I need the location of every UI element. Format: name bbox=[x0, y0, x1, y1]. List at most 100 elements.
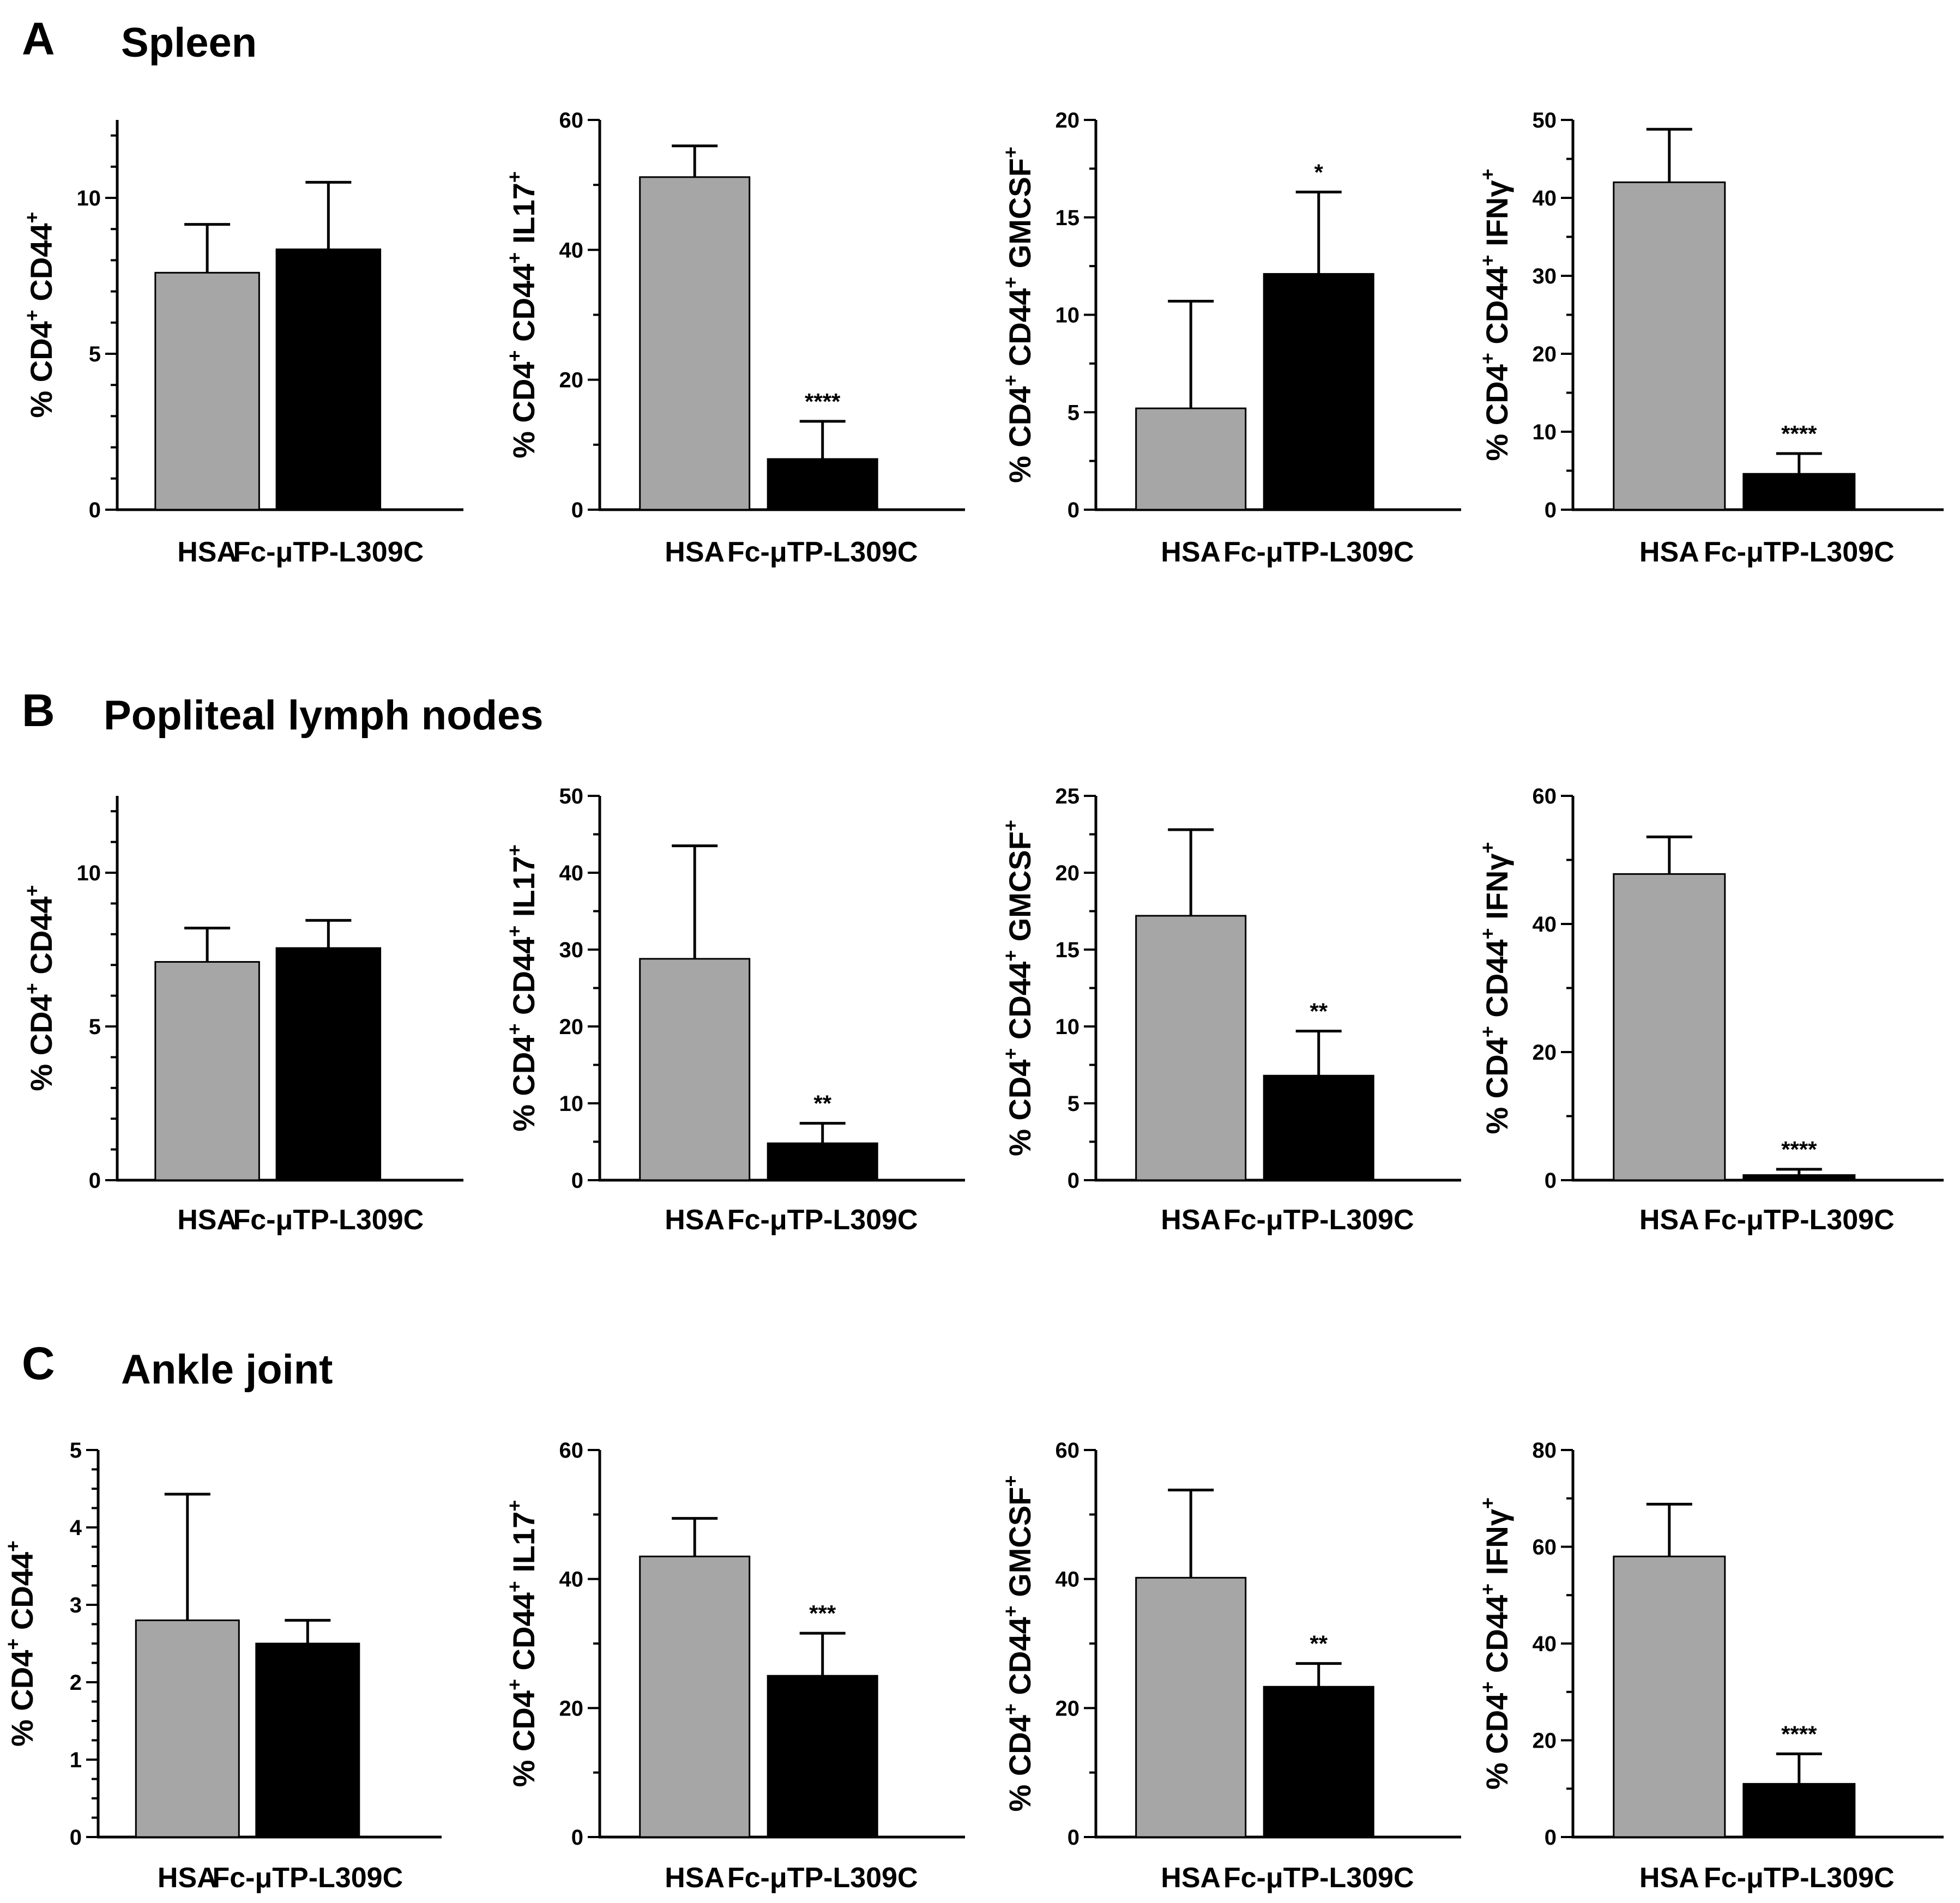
y-tick-label: 0 bbox=[1545, 1826, 1557, 1850]
y-tick-label: 20 bbox=[1533, 1729, 1557, 1753]
y-tick-label: 2 bbox=[70, 1671, 82, 1695]
y-tick-label: 50 bbox=[559, 784, 584, 808]
x-category-label: Fc-μTP-L309C bbox=[727, 1862, 918, 1894]
y-tick-label: 0 bbox=[571, 1169, 583, 1193]
x-category-label: HSA bbox=[177, 536, 237, 568]
y-axis-label: % CD4+ CD44+ bbox=[21, 212, 58, 418]
y-tick-label: 20 bbox=[559, 1696, 584, 1720]
bar-hsa bbox=[154, 271, 260, 511]
panel-c-letter: C bbox=[22, 1338, 55, 1389]
x-category-label: HSA bbox=[1639, 1862, 1699, 1894]
y-tick-label: 0 bbox=[1545, 498, 1557, 522]
x-category-label: Fc-μTP-L309C bbox=[212, 1862, 403, 1894]
y-tick-label: 15 bbox=[1056, 938, 1080, 962]
y-tick-label: 5 bbox=[89, 1015, 101, 1039]
y-tick-label: 0 bbox=[89, 498, 101, 522]
bar-fc-utp-l309c bbox=[1742, 473, 1856, 511]
y-tick-label: 20 bbox=[1056, 108, 1080, 132]
bar-fc-utp-l309c bbox=[1263, 1074, 1374, 1181]
y-axis-label: % CD4+ CD44+ IL17+ bbox=[503, 844, 541, 1132]
x-category-label: HSA bbox=[177, 1204, 237, 1236]
chart-ankle-ifng: 0 20 40 60 80 HSA **** Fc-μTP-L309C % CD4+ CD44+… bbox=[1476, 1439, 1944, 1894]
chart-popliteal-il17: 0 10 20 30 40 50 HSA ** Fc-μTP-L309C % CD4+ CD44+… bbox=[503, 784, 965, 1236]
chart-spleen-gmcsf: 0 5 10 15 20 HSA * Fc-μTP-L309C % CD4+ CD44+ GMC… bbox=[999, 108, 1461, 568]
y-tick-label: 20 bbox=[559, 368, 584, 392]
y-tick-label: 60 bbox=[559, 1439, 584, 1463]
y-tick-label: 5 bbox=[70, 1439, 82, 1463]
x-category-label: HSA bbox=[665, 536, 725, 568]
y-tick-label: 1 bbox=[70, 1748, 82, 1772]
y-tick-label: 20 bbox=[1533, 1041, 1557, 1065]
y-axis-label: % CD4+ CD44+ GMCSF+ bbox=[999, 147, 1037, 483]
chart-popliteal-gmcsf: 0 5 10 15 20 25 HSA ** Fc-μTP-L309C % CD4+ CD44+ … bbox=[999, 784, 1461, 1236]
y-axis-label: % CD4+ CD44+ GMCSF+ bbox=[999, 820, 1037, 1156]
y-tick-label: 10 bbox=[1533, 420, 1557, 444]
chart-spleen-il17: 0 20 40 60 HSA **** Fc-μTP-L309C % CD4+ CD44+ I… bbox=[503, 108, 965, 568]
x-category-label: Fc-μTP-L309C bbox=[1223, 1204, 1414, 1236]
y-tick-label: 20 bbox=[1533, 342, 1557, 366]
x-category-label: HSA bbox=[665, 1204, 725, 1236]
x-category-label: Fc-μTP-L309C bbox=[1223, 1862, 1414, 1894]
y-axis-label: % CD4+ CD44+ bbox=[21, 885, 58, 1091]
x-category-label: Fc-μTP-L309C bbox=[233, 1204, 424, 1236]
y-axis-label: % CD4+ CD44+ GMCSF+ bbox=[999, 1476, 1037, 1812]
y-tick-label: 40 bbox=[559, 861, 584, 885]
y-tick-label: 30 bbox=[559, 938, 584, 962]
y-tick-label: 0 bbox=[89, 1169, 101, 1193]
bar-hsa bbox=[639, 958, 751, 1181]
y-tick-label: 80 bbox=[1533, 1439, 1557, 1463]
chart-ankle-gmcsf: 0 20 40 60 HSA ** Fc-μTP-L309C % CD4+ CD44+ GMC… bbox=[999, 1439, 1461, 1894]
y-tick-label: 10 bbox=[77, 861, 101, 885]
y-tick-label: 30 bbox=[1533, 264, 1557, 288]
y-tick-label: 40 bbox=[559, 238, 584, 262]
y-tick-label: 15 bbox=[1056, 206, 1080, 230]
y-axis-label: % CD4+ CD44+ IL17+ bbox=[503, 171, 541, 458]
x-category-label: Fc-μTP-L309C bbox=[727, 1204, 918, 1236]
y-tick-label: 10 bbox=[559, 1092, 584, 1116]
chart-popliteal-ifng: 0 20 40 60 HSA **** Fc-μTP-L309C % CD4+ CD44+ I… bbox=[1476, 784, 1944, 1236]
panel-a-title: Spleen bbox=[121, 20, 257, 66]
x-category-label: Fc-μTP-L309C bbox=[1704, 536, 1895, 568]
y-tick-label: 0 bbox=[1068, 1169, 1079, 1193]
x-category-label: Fc-μTP-L309C bbox=[1704, 1204, 1895, 1236]
panel-a-letter: A bbox=[22, 13, 55, 64]
significance-label: ** bbox=[813, 1091, 831, 1116]
y-axis-label: % CD4+ CD44+ IL17+ bbox=[503, 1500, 541, 1787]
bar-fc-utp-l309c bbox=[275, 248, 382, 511]
y-axis-label: % CD4+ CD44+ IFNγ+ bbox=[1476, 1497, 1514, 1790]
y-tick-label: 10 bbox=[1056, 304, 1080, 328]
bar-fc-utp-l309c bbox=[1742, 1174, 1856, 1181]
significance-label: ** bbox=[1310, 998, 1328, 1024]
y-axis-label: % CD4+ CD44+ IFNγ+ bbox=[1476, 842, 1514, 1134]
chart-spleen-ifng: 0 10 20 30 40 50 HSA **** Fc-μTP-L309C % CD4+ CD4… bbox=[1476, 108, 1944, 568]
significance-label: *** bbox=[809, 1600, 836, 1626]
y-tick-label: 40 bbox=[1533, 1632, 1557, 1656]
bar-fc-utp-l309c bbox=[767, 1675, 878, 1838]
y-tick-label: 20 bbox=[1056, 861, 1080, 885]
y-tick-label: 20 bbox=[1056, 1696, 1080, 1720]
x-category-label: Fc-μTP-L309C bbox=[1704, 1862, 1895, 1894]
bar-fc-utp-l309c bbox=[767, 458, 878, 511]
y-tick-label: 40 bbox=[1533, 186, 1557, 210]
significance-label: * bbox=[1314, 159, 1324, 185]
bar-hsa bbox=[1135, 407, 1247, 511]
y-axis-label: % CD4+ CD44+ bbox=[2, 1540, 39, 1747]
y-tick-label: 50 bbox=[1533, 108, 1557, 132]
y-tick-label: 5 bbox=[1068, 401, 1079, 425]
significance-label: **** bbox=[1781, 1137, 1817, 1162]
bar-fc-utp-l309c bbox=[275, 947, 382, 1181]
bar-hsa bbox=[639, 1555, 751, 1838]
y-tick-label: 0 bbox=[1545, 1169, 1557, 1193]
y-tick-label: 60 bbox=[559, 108, 584, 132]
bar-hsa bbox=[1613, 873, 1726, 1181]
significance-label: **** bbox=[805, 389, 841, 414]
y-tick-label: 3 bbox=[70, 1593, 82, 1617]
x-category-label: HSA bbox=[1639, 536, 1699, 568]
bar-fc-utp-l309c bbox=[1742, 1783, 1856, 1838]
y-tick-label: 0 bbox=[1068, 498, 1079, 522]
y-tick-label: 10 bbox=[77, 186, 101, 210]
y-tick-label: 60 bbox=[1533, 1536, 1557, 1560]
